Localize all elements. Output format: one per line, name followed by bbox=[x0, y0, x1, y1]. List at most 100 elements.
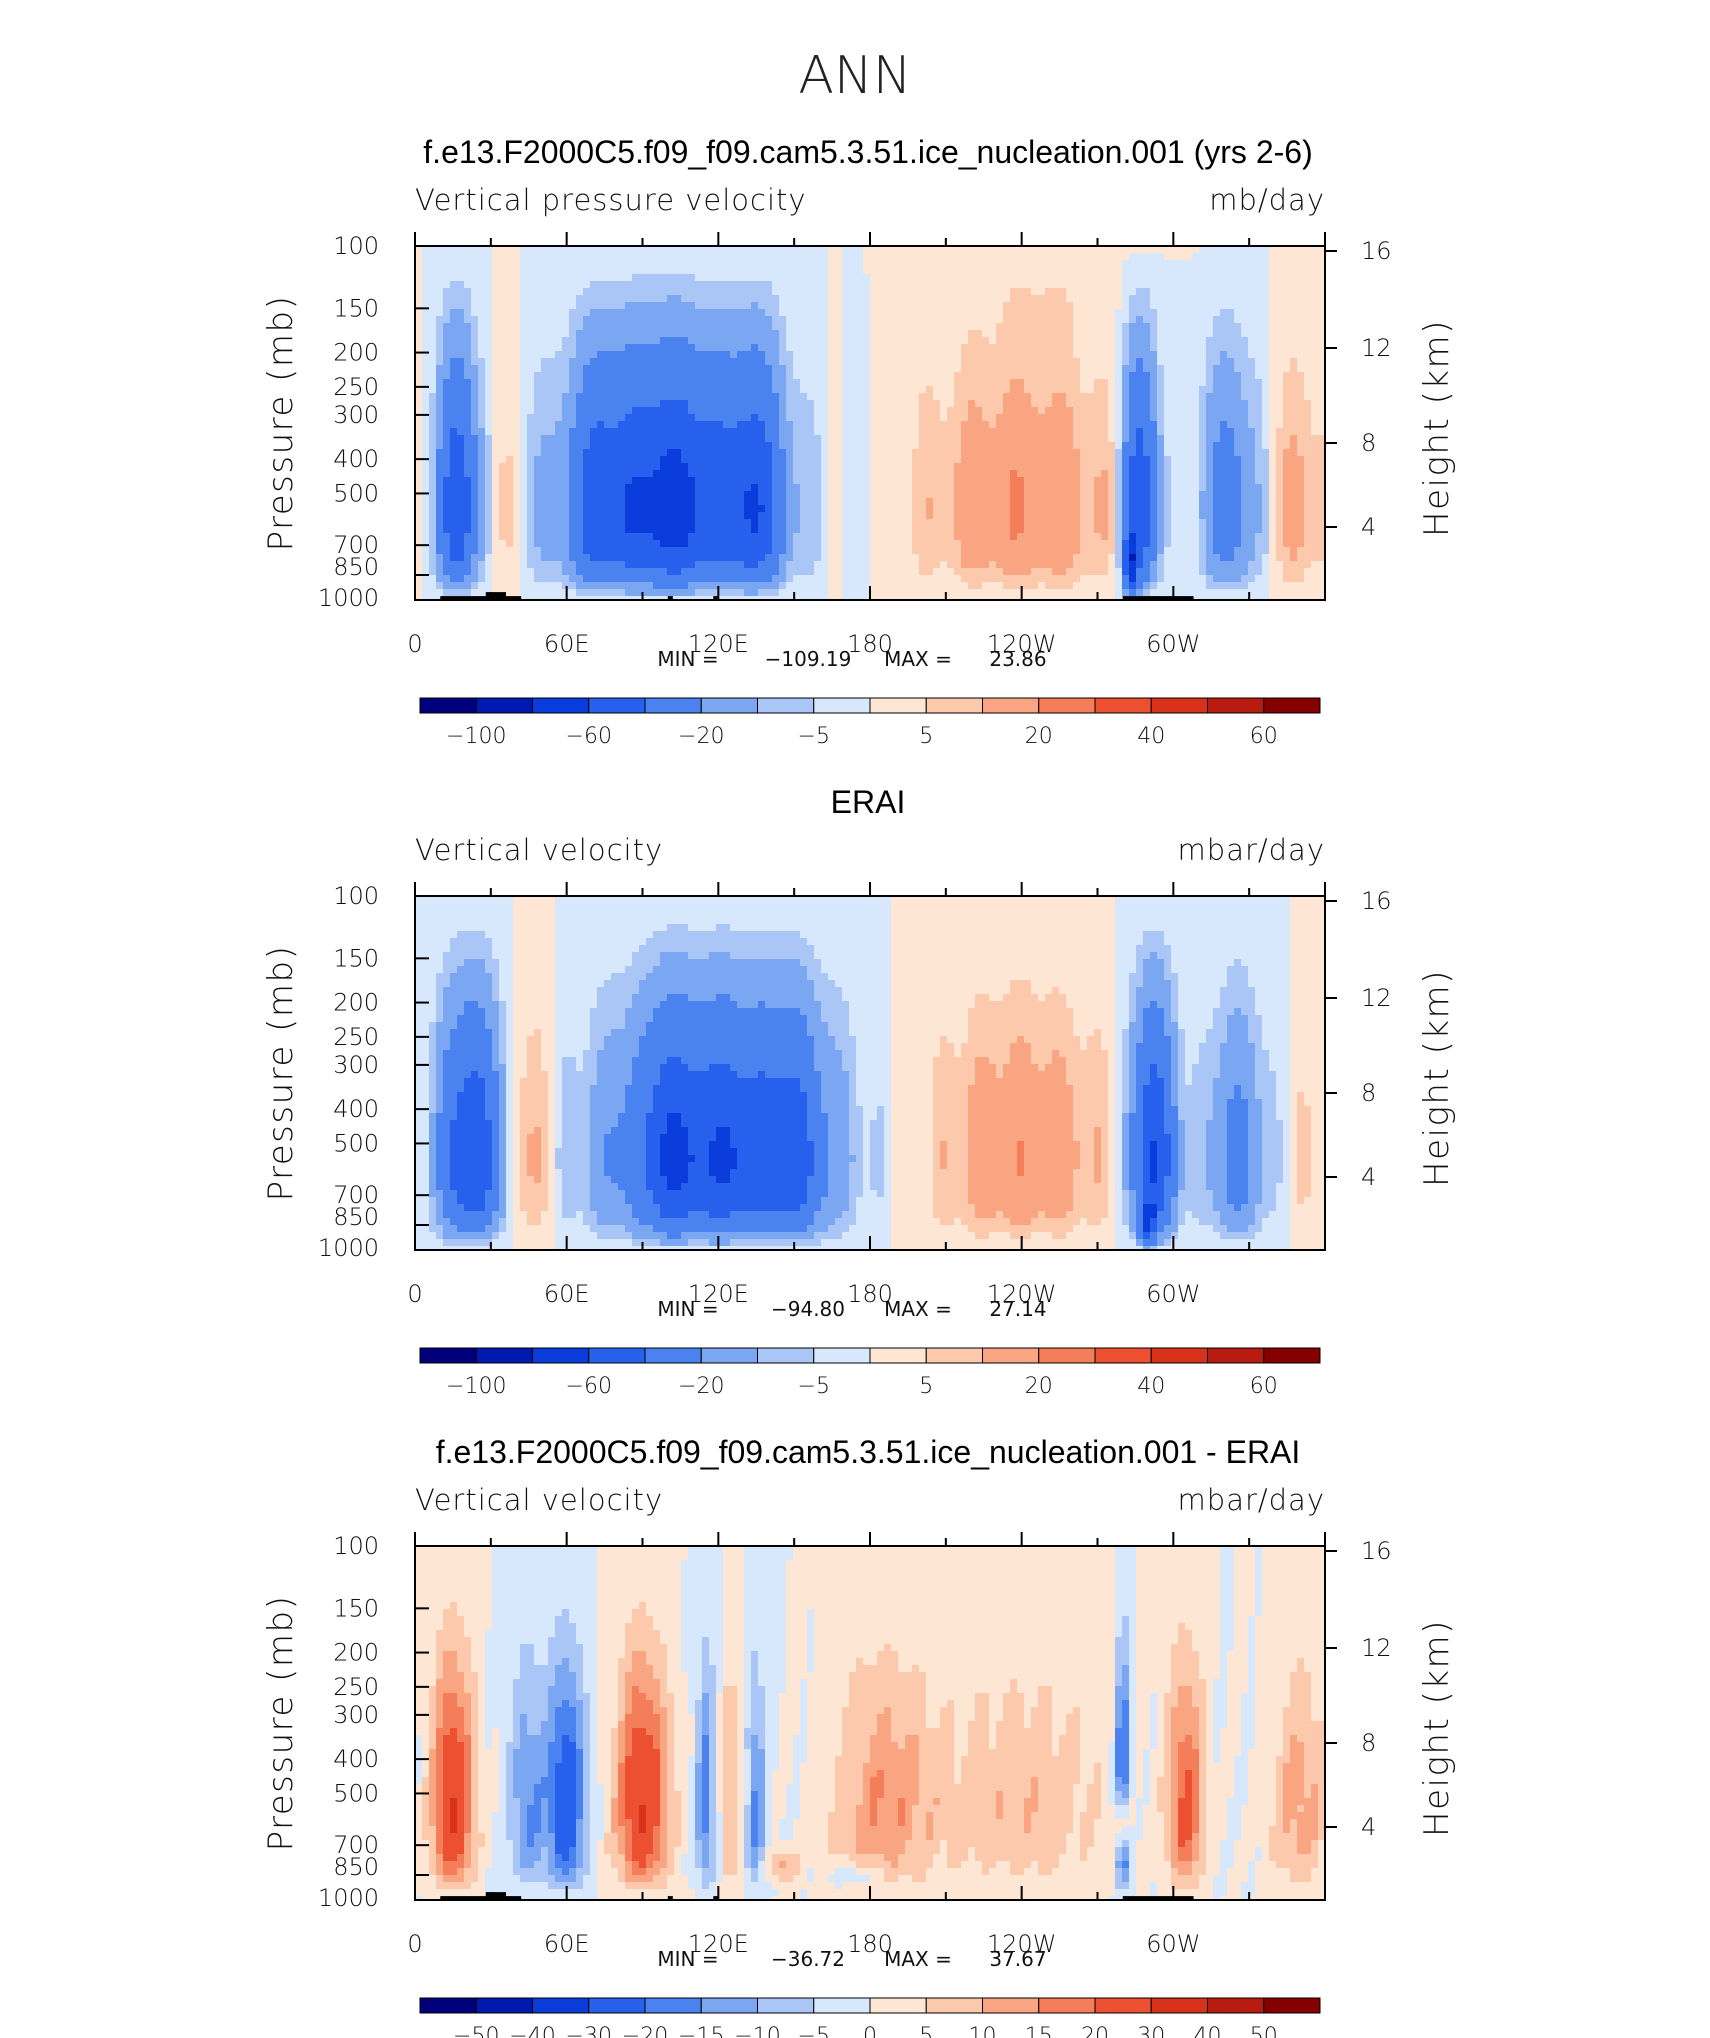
field-cell bbox=[1087, 470, 1095, 478]
field-cell bbox=[1248, 253, 1256, 261]
field-cell bbox=[436, 449, 444, 457]
field-cell bbox=[1024, 267, 1032, 275]
field-cell bbox=[513, 323, 521, 331]
field-cell bbox=[478, 449, 486, 457]
field-cell bbox=[968, 253, 976, 261]
field-cell bbox=[695, 365, 703, 373]
field-cell bbox=[863, 484, 871, 492]
field-cell bbox=[1024, 330, 1032, 338]
field-cell bbox=[737, 358, 745, 366]
field-cell bbox=[1255, 456, 1263, 464]
field-cell bbox=[1269, 477, 1277, 485]
field-cell bbox=[779, 491, 787, 499]
field-cell bbox=[548, 246, 556, 254]
field-cell bbox=[1248, 484, 1256, 492]
field-cell bbox=[702, 386, 710, 394]
field-cell bbox=[632, 358, 640, 366]
field-cell bbox=[1122, 379, 1130, 387]
field-cell bbox=[856, 295, 864, 303]
field-cell bbox=[1150, 442, 1158, 450]
field-cell bbox=[1248, 463, 1256, 471]
field-cell bbox=[534, 428, 542, 436]
field-cell bbox=[849, 456, 857, 464]
field-cell bbox=[821, 295, 829, 303]
field-cell bbox=[583, 456, 591, 464]
field-cell bbox=[1297, 442, 1305, 450]
field-cell bbox=[835, 365, 843, 373]
field-cell bbox=[541, 421, 549, 429]
field-cell bbox=[576, 470, 584, 478]
field-cell bbox=[667, 442, 675, 450]
field-cell bbox=[842, 393, 850, 401]
field-cell bbox=[1255, 351, 1263, 359]
field-cell bbox=[1157, 463, 1165, 471]
field-cell bbox=[1101, 365, 1109, 373]
field-cell bbox=[520, 323, 528, 331]
field-cell bbox=[961, 379, 969, 387]
field-cell bbox=[1220, 274, 1228, 282]
field-cell bbox=[597, 323, 605, 331]
field-cell bbox=[842, 386, 850, 394]
field-cell bbox=[1199, 456, 1207, 464]
field-cell bbox=[933, 449, 941, 457]
field-cell bbox=[632, 393, 640, 401]
field-cell bbox=[912, 421, 920, 429]
field-cell bbox=[947, 505, 955, 513]
field-cell bbox=[779, 274, 787, 282]
field-cell bbox=[632, 442, 640, 450]
field-cell bbox=[478, 512, 486, 520]
field-cell bbox=[758, 477, 766, 485]
field-cell bbox=[485, 477, 493, 485]
field-cell bbox=[709, 337, 717, 345]
field-cell bbox=[842, 379, 850, 387]
field-cell bbox=[758, 358, 766, 366]
field-cell bbox=[1150, 470, 1158, 478]
field-cell bbox=[478, 246, 486, 254]
field-cell bbox=[919, 456, 927, 464]
field-cell bbox=[989, 400, 997, 408]
field-cell bbox=[1010, 456, 1018, 464]
field-cell bbox=[842, 260, 850, 268]
field-cell bbox=[1206, 491, 1214, 499]
field-cell bbox=[779, 316, 787, 324]
field-cell bbox=[828, 442, 836, 450]
field-cell bbox=[1192, 351, 1200, 359]
field-cell bbox=[800, 456, 808, 464]
field-cell bbox=[1178, 435, 1186, 443]
figure-title: ANN bbox=[798, 46, 911, 106]
field-cell bbox=[1297, 393, 1305, 401]
field-cell bbox=[1101, 463, 1109, 471]
field-cell bbox=[499, 421, 507, 429]
field-cell bbox=[856, 414, 864, 422]
field-cell bbox=[422, 463, 430, 471]
field-cell bbox=[660, 407, 668, 415]
field-cell bbox=[443, 449, 451, 457]
field-cell bbox=[968, 456, 976, 464]
field-cell bbox=[429, 344, 437, 352]
field-cell bbox=[1283, 379, 1291, 387]
field-cell bbox=[562, 302, 570, 310]
field-cell bbox=[1304, 309, 1312, 317]
field-cell bbox=[751, 407, 759, 415]
field-cell bbox=[499, 316, 507, 324]
field-cell bbox=[1178, 414, 1186, 422]
field-cell bbox=[1094, 414, 1102, 422]
field-cell bbox=[590, 414, 598, 422]
field-cell bbox=[884, 400, 892, 408]
field-cell bbox=[912, 323, 920, 331]
field-cell bbox=[541, 288, 549, 296]
field-cell bbox=[1143, 372, 1151, 380]
field-cell bbox=[625, 470, 633, 478]
field-cell bbox=[982, 470, 990, 478]
field-cell bbox=[415, 379, 423, 387]
field-cell bbox=[1192, 295, 1200, 303]
field-cell bbox=[1234, 323, 1242, 331]
field-cell bbox=[1297, 253, 1305, 261]
field-cell bbox=[765, 365, 773, 373]
field-cell bbox=[681, 316, 689, 324]
field-cell bbox=[961, 456, 969, 464]
field-cell bbox=[1150, 295, 1158, 303]
field-cell bbox=[1199, 302, 1207, 310]
field-cell bbox=[576, 351, 584, 359]
field-cell bbox=[709, 407, 717, 415]
